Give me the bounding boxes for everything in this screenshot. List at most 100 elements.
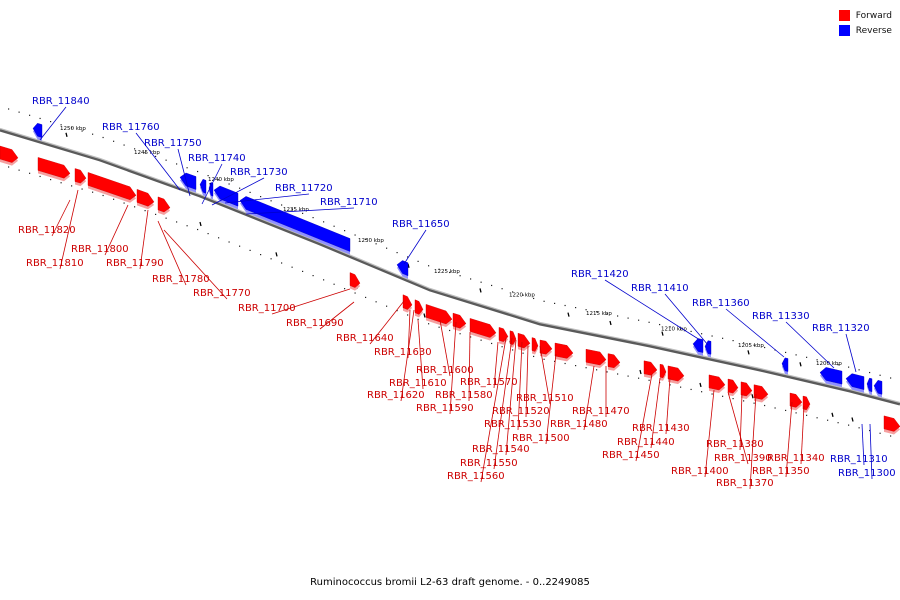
callout-line — [727, 391, 749, 465]
guide-dot — [522, 294, 524, 296]
guide-dot — [501, 346, 503, 348]
callout-line — [604, 279, 701, 341]
guide-dot — [470, 278, 472, 280]
guide-dot — [785, 351, 787, 354]
gene-block — [517, 332, 531, 349]
tick-labels-group: 1250 kbp 1245 kbp 1240 kbp 1235 kbp 1230 kbp… — [60, 126, 842, 367]
gene-label: RBR_11610 — [389, 378, 447, 389]
callout-line — [539, 345, 551, 405]
guide-dot — [806, 414, 808, 416]
guide-dot — [123, 202, 125, 204]
gene-block — [585, 348, 607, 366]
callout-line — [163, 229, 228, 300]
guide-dot — [722, 337, 724, 339]
gene-label: RBR_11340 — [767, 453, 825, 464]
reverse-gene-rbr-11320: RBR_11320 — [812, 323, 870, 373]
callout-line — [51, 199, 71, 237]
guide-dot — [417, 260, 419, 262]
gene-forward-2 — [37, 157, 71, 182]
gene-label: RBR_11430 — [632, 423, 690, 434]
callout-line — [785, 401, 793, 478]
gene-forward-3 — [74, 168, 87, 187]
gene-label: RBR_11370 — [716, 478, 774, 489]
guide-dot — [113, 140, 115, 142]
guide-dot — [239, 187, 241, 189]
gene-forward-25 — [727, 378, 739, 397]
tick-label: 1215 kbp — [586, 311, 612, 317]
guide-dot — [144, 152, 146, 154]
gene-forward-30 — [883, 415, 900, 435]
gene-forward-24 — [708, 374, 726, 394]
guide-dot — [806, 356, 808, 358]
gene-forward-6 — [157, 196, 171, 216]
backbone-group — [0, 127, 900, 406]
guide-dot — [134, 148, 136, 150]
guide-dot — [239, 245, 241, 247]
gene-label: RBR_11330 — [752, 311, 810, 322]
guide-dot — [186, 167, 188, 169]
guide-dot — [606, 313, 608, 315]
guide-dot — [8, 166, 10, 168]
tick-dash — [831, 412, 834, 417]
guide-dot — [869, 371, 871, 374]
gene-reverse-14 — [873, 380, 883, 398]
gene-label: RBR_11300 — [838, 468, 896, 479]
forward-gene-rbr-11390: RBR_11390 — [714, 391, 772, 465]
guide-dot — [617, 315, 619, 317]
gene-forward-28 — [789, 392, 803, 411]
callout-line — [39, 106, 67, 141]
callout-line — [139, 209, 149, 270]
forward-gene-rbr-11470: RBR_11470 — [572, 366, 630, 417]
guide-dot — [785, 409, 787, 412]
guide-dot — [564, 304, 566, 307]
gene-reverse-8 — [692, 338, 704, 356]
tick-label: 1245 kbp — [134, 150, 160, 156]
gene-block — [727, 378, 739, 394]
gene-label: RBR_11510 — [516, 393, 574, 404]
tick-dash — [751, 394, 754, 399]
guide-dot — [18, 169, 20, 171]
gene-reverse-3 — [199, 178, 207, 197]
guide-dot — [260, 254, 262, 256]
tick-dash — [275, 252, 278, 257]
gene-forward-10 — [425, 304, 453, 327]
guide-dot — [627, 317, 629, 319]
forward-gene-rbr-11810: RBR_11810 — [26, 189, 84, 270]
gene-forward-22 — [659, 363, 667, 381]
guide-dot — [438, 268, 440, 270]
callout-line — [439, 319, 451, 377]
guide-dot — [396, 251, 398, 254]
guide-dot — [816, 417, 818, 419]
tick-dash — [699, 382, 702, 388]
guide-dot — [491, 342, 493, 345]
guide-dot — [333, 225, 335, 227]
callout-line — [59, 189, 79, 270]
guide-dot — [575, 307, 577, 309]
gene-forward-12 — [469, 318, 497, 341]
tick-label: 1200 kbp — [816, 361, 842, 367]
callout-line — [369, 300, 405, 345]
legend-reverse-label: Reverse — [855, 25, 892, 36]
callout-line — [211, 177, 265, 206]
gene-label: RBR_11480 — [550, 419, 608, 430]
gene-label: RBR_11550 — [460, 458, 518, 469]
gene-label: RBR_11750 — [144, 138, 202, 149]
gene-label: RBR_11440 — [617, 437, 675, 448]
gene-forward-11 — [452, 312, 467, 332]
guide-dot — [165, 159, 167, 161]
gene-block — [789, 392, 803, 408]
legend: Forward Reverse — [838, 8, 892, 38]
guide-dot — [690, 388, 692, 391]
callout-line — [224, 193, 310, 204]
guide-dot — [449, 271, 451, 274]
gene-label: RBR_11410 — [631, 283, 689, 294]
callout-line — [319, 301, 355, 330]
gene-forward-5 — [136, 189, 155, 210]
guide-dot — [701, 333, 703, 335]
gene-label: RBR_11690 — [286, 318, 344, 329]
guide-dot — [543, 358, 545, 360]
guide-dot — [50, 179, 52, 181]
guide-dot — [522, 352, 524, 354]
gene-forward-8 — [402, 294, 413, 313]
forward-gene-rbr-11610: RBR_11610 — [389, 319, 447, 390]
